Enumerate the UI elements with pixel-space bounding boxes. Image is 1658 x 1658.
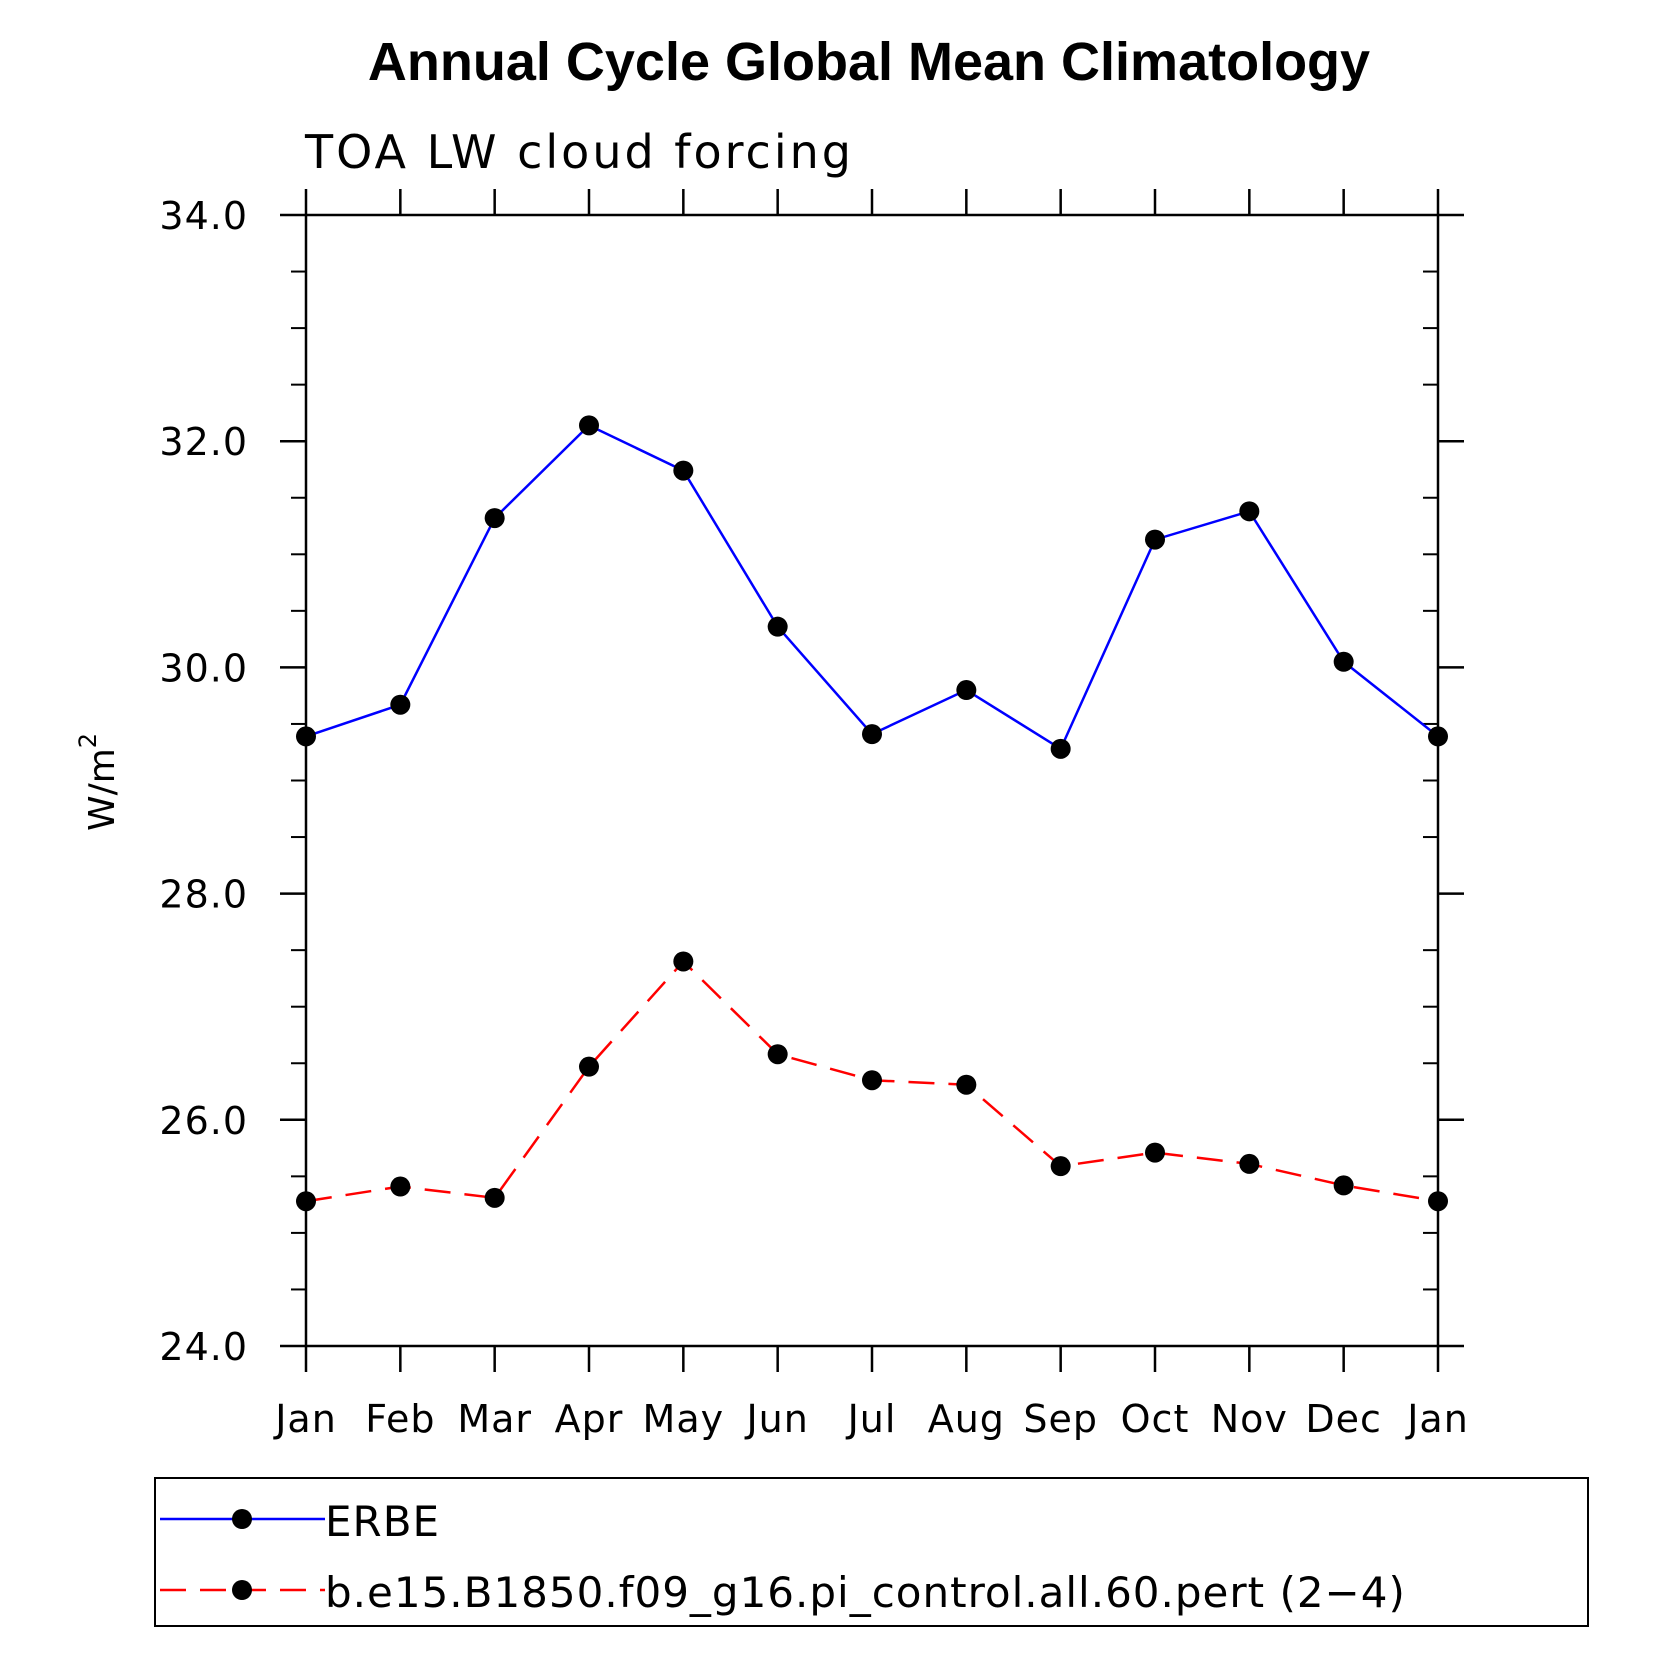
legend-marker-model [232, 1580, 252, 1600]
y-tick-label: 26.0 [159, 1099, 248, 1143]
legend: ERBE b.e15.B1850.f09_g16.pi_control.all.… [154, 1477, 1589, 1627]
y-tick-label: 24.0 [159, 1325, 248, 1369]
y-tick-label: 30.0 [159, 646, 248, 690]
series-layer [296, 415, 1448, 1212]
x-tick-label: Jun [744, 1397, 808, 1441]
x-tick-label: Oct [1121, 1397, 1190, 1441]
series-0-point [296, 726, 316, 747]
x-tick-label: Nov [1211, 1397, 1288, 1441]
series-0-point [767, 616, 788, 637]
series-1-point [579, 1056, 599, 1077]
series-1-point [1145, 1142, 1165, 1163]
legend-marker-erbe [232, 1509, 252, 1529]
series-0-point [956, 680, 977, 701]
y-tick-label: 32.0 [159, 420, 248, 464]
series-0-point [1428, 726, 1448, 747]
series-line-0 [305, 423, 1439, 751]
y-axis-label-text: W/m [82, 748, 123, 831]
axes: Jan Feb Mar Apr May Jun Jul Aug Sep Oct Nov Dec Jan 2… [159, 189, 1468, 1441]
series-0-point [1145, 529, 1165, 550]
series-1-point [673, 951, 694, 972]
series-1-point [390, 1176, 411, 1197]
series-0-point [1239, 501, 1260, 522]
x-tick-label: Mar [457, 1397, 532, 1441]
series-1-point [484, 1187, 505, 1208]
x-tick-label: Apr [555, 1397, 624, 1441]
y-axis-label-superscript: 2 [74, 733, 102, 748]
chart-subtitle: TOA LW cloud forcing [304, 125, 854, 179]
series-0-point [484, 508, 505, 529]
series-1-point [1050, 1156, 1071, 1177]
chart-title: Annual Cycle Global Mean Climatology [368, 32, 1370, 92]
plot-frame [304, 213, 1440, 1348]
series-1-point [956, 1074, 977, 1095]
series-1-point [1428, 1191, 1448, 1212]
series-1-point [1333, 1175, 1354, 1196]
legend-box [154, 1477, 1589, 1627]
x-tick-label: Jul [846, 1397, 897, 1441]
x-tick-label: Jan [273, 1397, 337, 1441]
y-axis-label: W/m2 [74, 733, 123, 831]
x-tick-label: Aug [928, 1397, 1005, 1441]
legend-label-model: b.e15.B1850.f09_g16.pi_control.all.60.pe… [325, 1568, 1406, 1617]
series-0-point [390, 694, 411, 715]
x-tick-label: May [643, 1397, 725, 1441]
series-0-point [673, 460, 694, 481]
legend-label-erbe: ERBE [325, 1497, 440, 1546]
series-0-point [579, 415, 599, 436]
y-tick-label: 28.0 [159, 873, 248, 917]
series-1-point [1239, 1153, 1260, 1174]
series-1-point [296, 1191, 316, 1212]
series-0-point [1050, 738, 1071, 759]
x-tick-label: Jan [1405, 1397, 1469, 1441]
x-tick-label: Dec [1305, 1397, 1382, 1441]
series-0-point [1333, 651, 1354, 672]
series-0-point [862, 724, 882, 745]
x-tick-label: Feb [365, 1397, 435, 1441]
series-1-point [862, 1070, 882, 1091]
series-1-point [767, 1044, 788, 1065]
y-tick-label: 34.0 [159, 194, 248, 238]
x-tick-label: Sep [1023, 1397, 1098, 1441]
